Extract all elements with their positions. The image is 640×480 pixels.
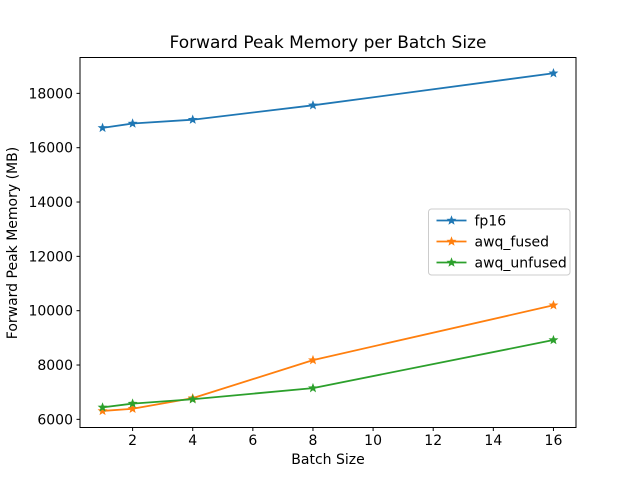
y-tick-label: 14000 xyxy=(28,195,73,211)
x-tick-label: 4 xyxy=(188,433,197,449)
y-tick-label: 8000 xyxy=(37,358,73,374)
series-marker-awq_unfused xyxy=(187,394,198,404)
series-marker-awq_fused xyxy=(308,354,318,365)
legend-box xyxy=(428,208,571,276)
series-marker-awq_fused xyxy=(97,405,108,416)
x-tick-label: 10 xyxy=(364,433,382,449)
legend-marker-fp16 xyxy=(446,215,457,225)
x-tick-label: 14 xyxy=(484,433,502,449)
series-marker-fp16 xyxy=(308,100,318,110)
legend-label-awq_unfused: awq_unfused xyxy=(475,256,567,272)
series-marker-awq_fused xyxy=(127,403,138,413)
axes-spines xyxy=(79,57,577,428)
x-axis-label: Batch Size xyxy=(291,452,365,468)
legend-marker-awq_unfused xyxy=(446,257,457,267)
y-tick-label: 18000 xyxy=(28,86,73,102)
series-marker-fp16 xyxy=(97,122,108,133)
series-marker-fp16 xyxy=(187,114,198,124)
legend-label-fp16: fp16 xyxy=(475,214,507,230)
x-tick-label: 2 xyxy=(128,433,137,449)
y-tick-label: 12000 xyxy=(28,249,73,265)
series-marker-awq_unfused xyxy=(127,398,138,408)
series-line-awq_unfused xyxy=(101,339,555,409)
legend-marker-awq_fused xyxy=(446,236,457,246)
series-line-awq_fused xyxy=(101,304,555,412)
y-tick-label: 16000 xyxy=(28,141,73,157)
series-marker-awq_fused xyxy=(548,300,559,310)
series-marker-awq_unfused xyxy=(97,402,108,412)
series-marker-awq_unfused xyxy=(548,334,559,345)
legend-label-awq_fused: awq_fused xyxy=(475,235,550,251)
y-axis-label: Forward Peak Memory (MB) xyxy=(5,146,21,340)
y-tick-label: 10000 xyxy=(28,304,73,320)
series-marker-fp16 xyxy=(548,68,559,78)
series-marker-awq_unfused xyxy=(308,382,318,393)
y-tick-label: 6000 xyxy=(37,412,73,428)
x-tick-label: 6 xyxy=(248,433,257,449)
chart-title: Forward Peak Memory per Batch Size xyxy=(169,33,487,53)
x-tick-label: 8 xyxy=(309,433,318,449)
series-marker-fp16 xyxy=(127,118,138,128)
x-tick-label: 12 xyxy=(424,433,442,449)
series-line-fp16 xyxy=(101,72,555,129)
x-tick-label: 16 xyxy=(545,433,563,449)
